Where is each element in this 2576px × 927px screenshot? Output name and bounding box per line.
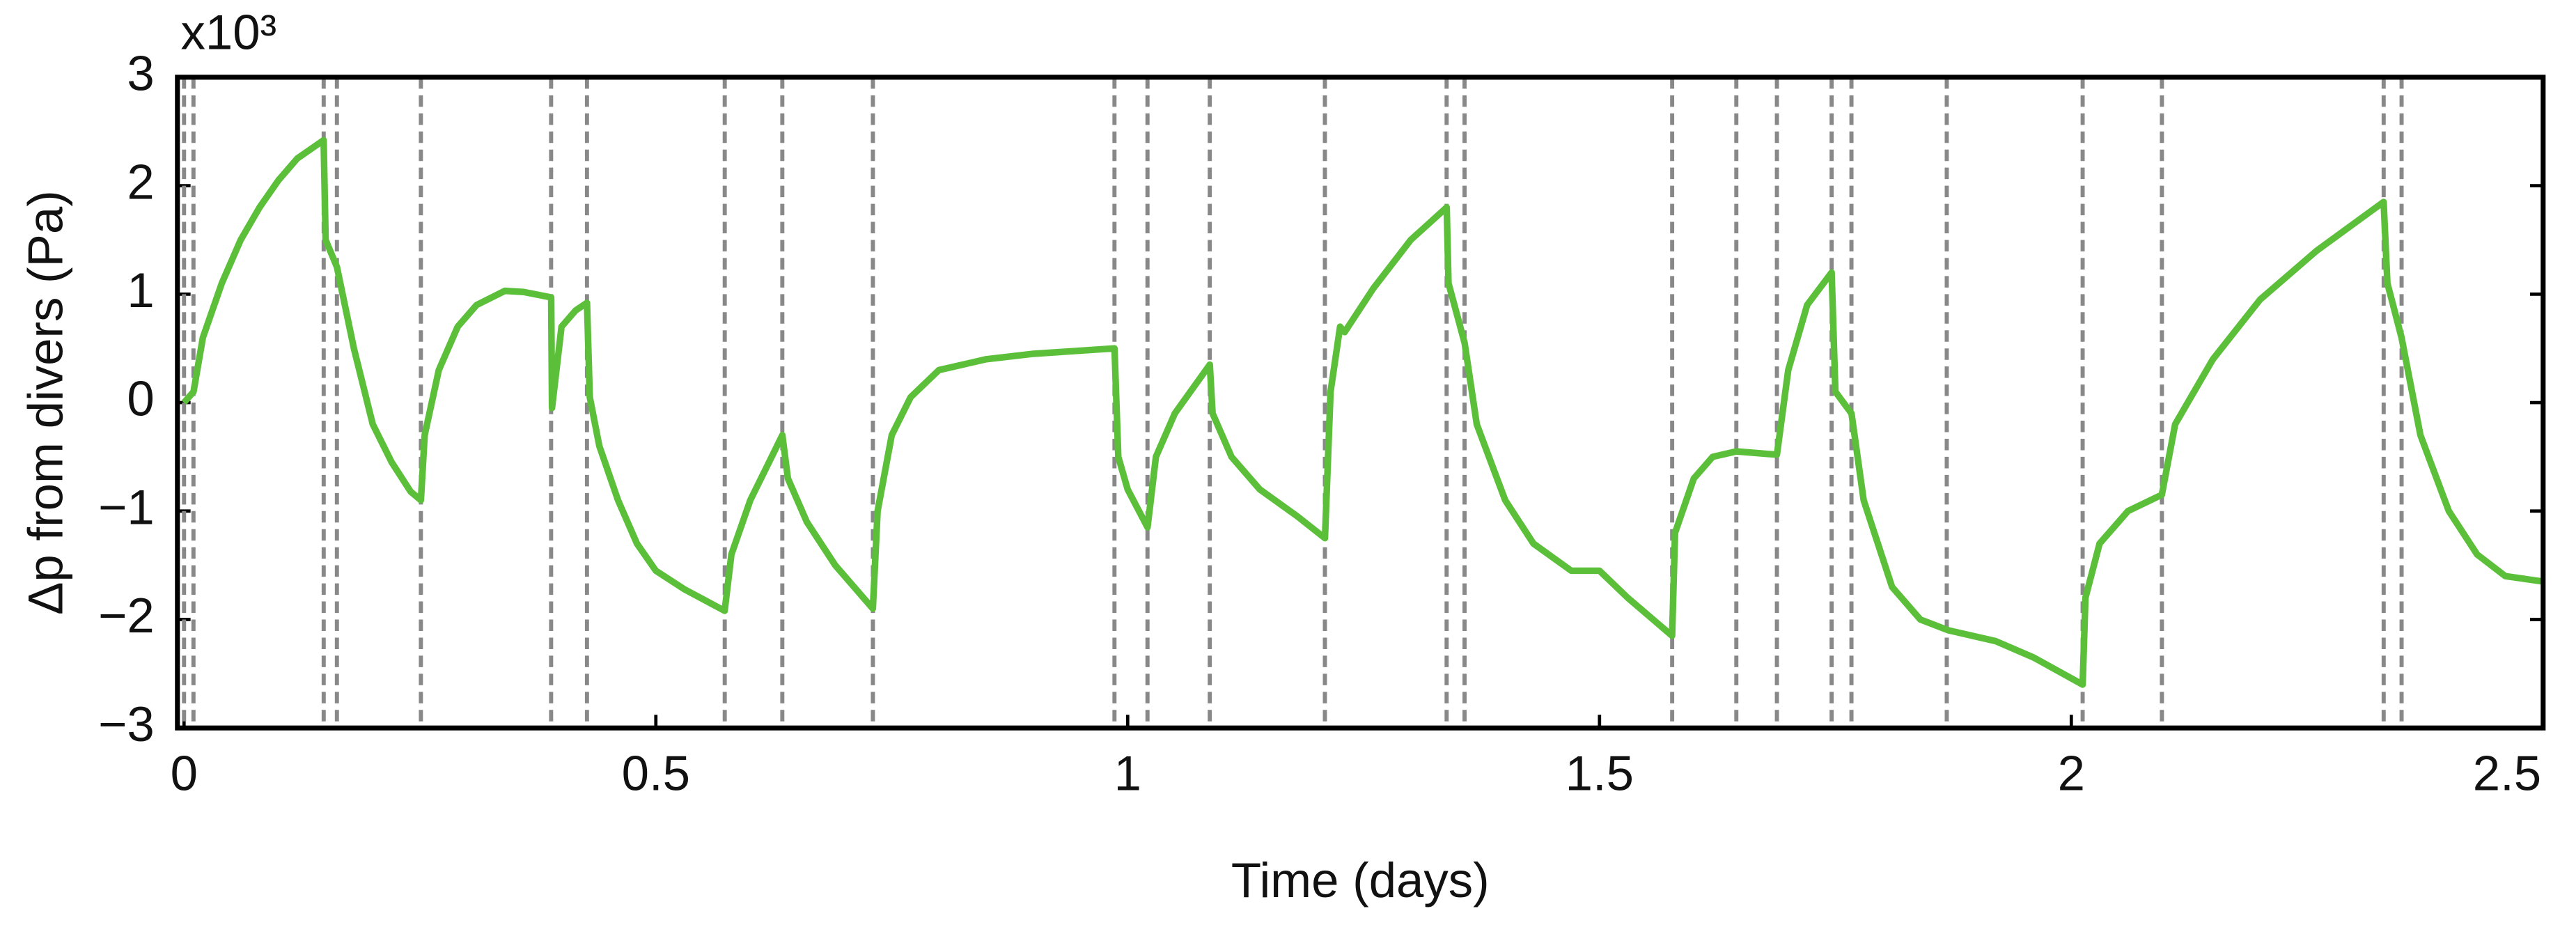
x-tick-label: 1.5 [1566, 746, 1634, 801]
y-tick-label: 3 [127, 46, 154, 101]
x-tick-label: 2.5 [2473, 746, 2541, 801]
y-axis-label: Δp from divers (Pa) [17, 190, 72, 615]
y-tick-label: −2 [98, 588, 155, 643]
x-tick-label: 2 [2058, 746, 2085, 801]
y-tick-label: 2 [127, 154, 154, 209]
data-line [181, 137, 2544, 688]
y-tick-label: 1 [127, 263, 154, 318]
x-tick-label: 0.5 [622, 746, 690, 801]
x-tick-label: 0 [171, 746, 198, 801]
y-tick-label: 0 [127, 371, 154, 426]
x-axis-label: Time (days) [1231, 852, 1490, 907]
y-tick-label: −3 [98, 696, 155, 751]
y-tick-label: −1 [98, 479, 155, 534]
y-multiplier: x10³ [180, 5, 276, 60]
plot-frame [175, 75, 2546, 731]
x-tick-label: 1 [1114, 746, 1141, 801]
